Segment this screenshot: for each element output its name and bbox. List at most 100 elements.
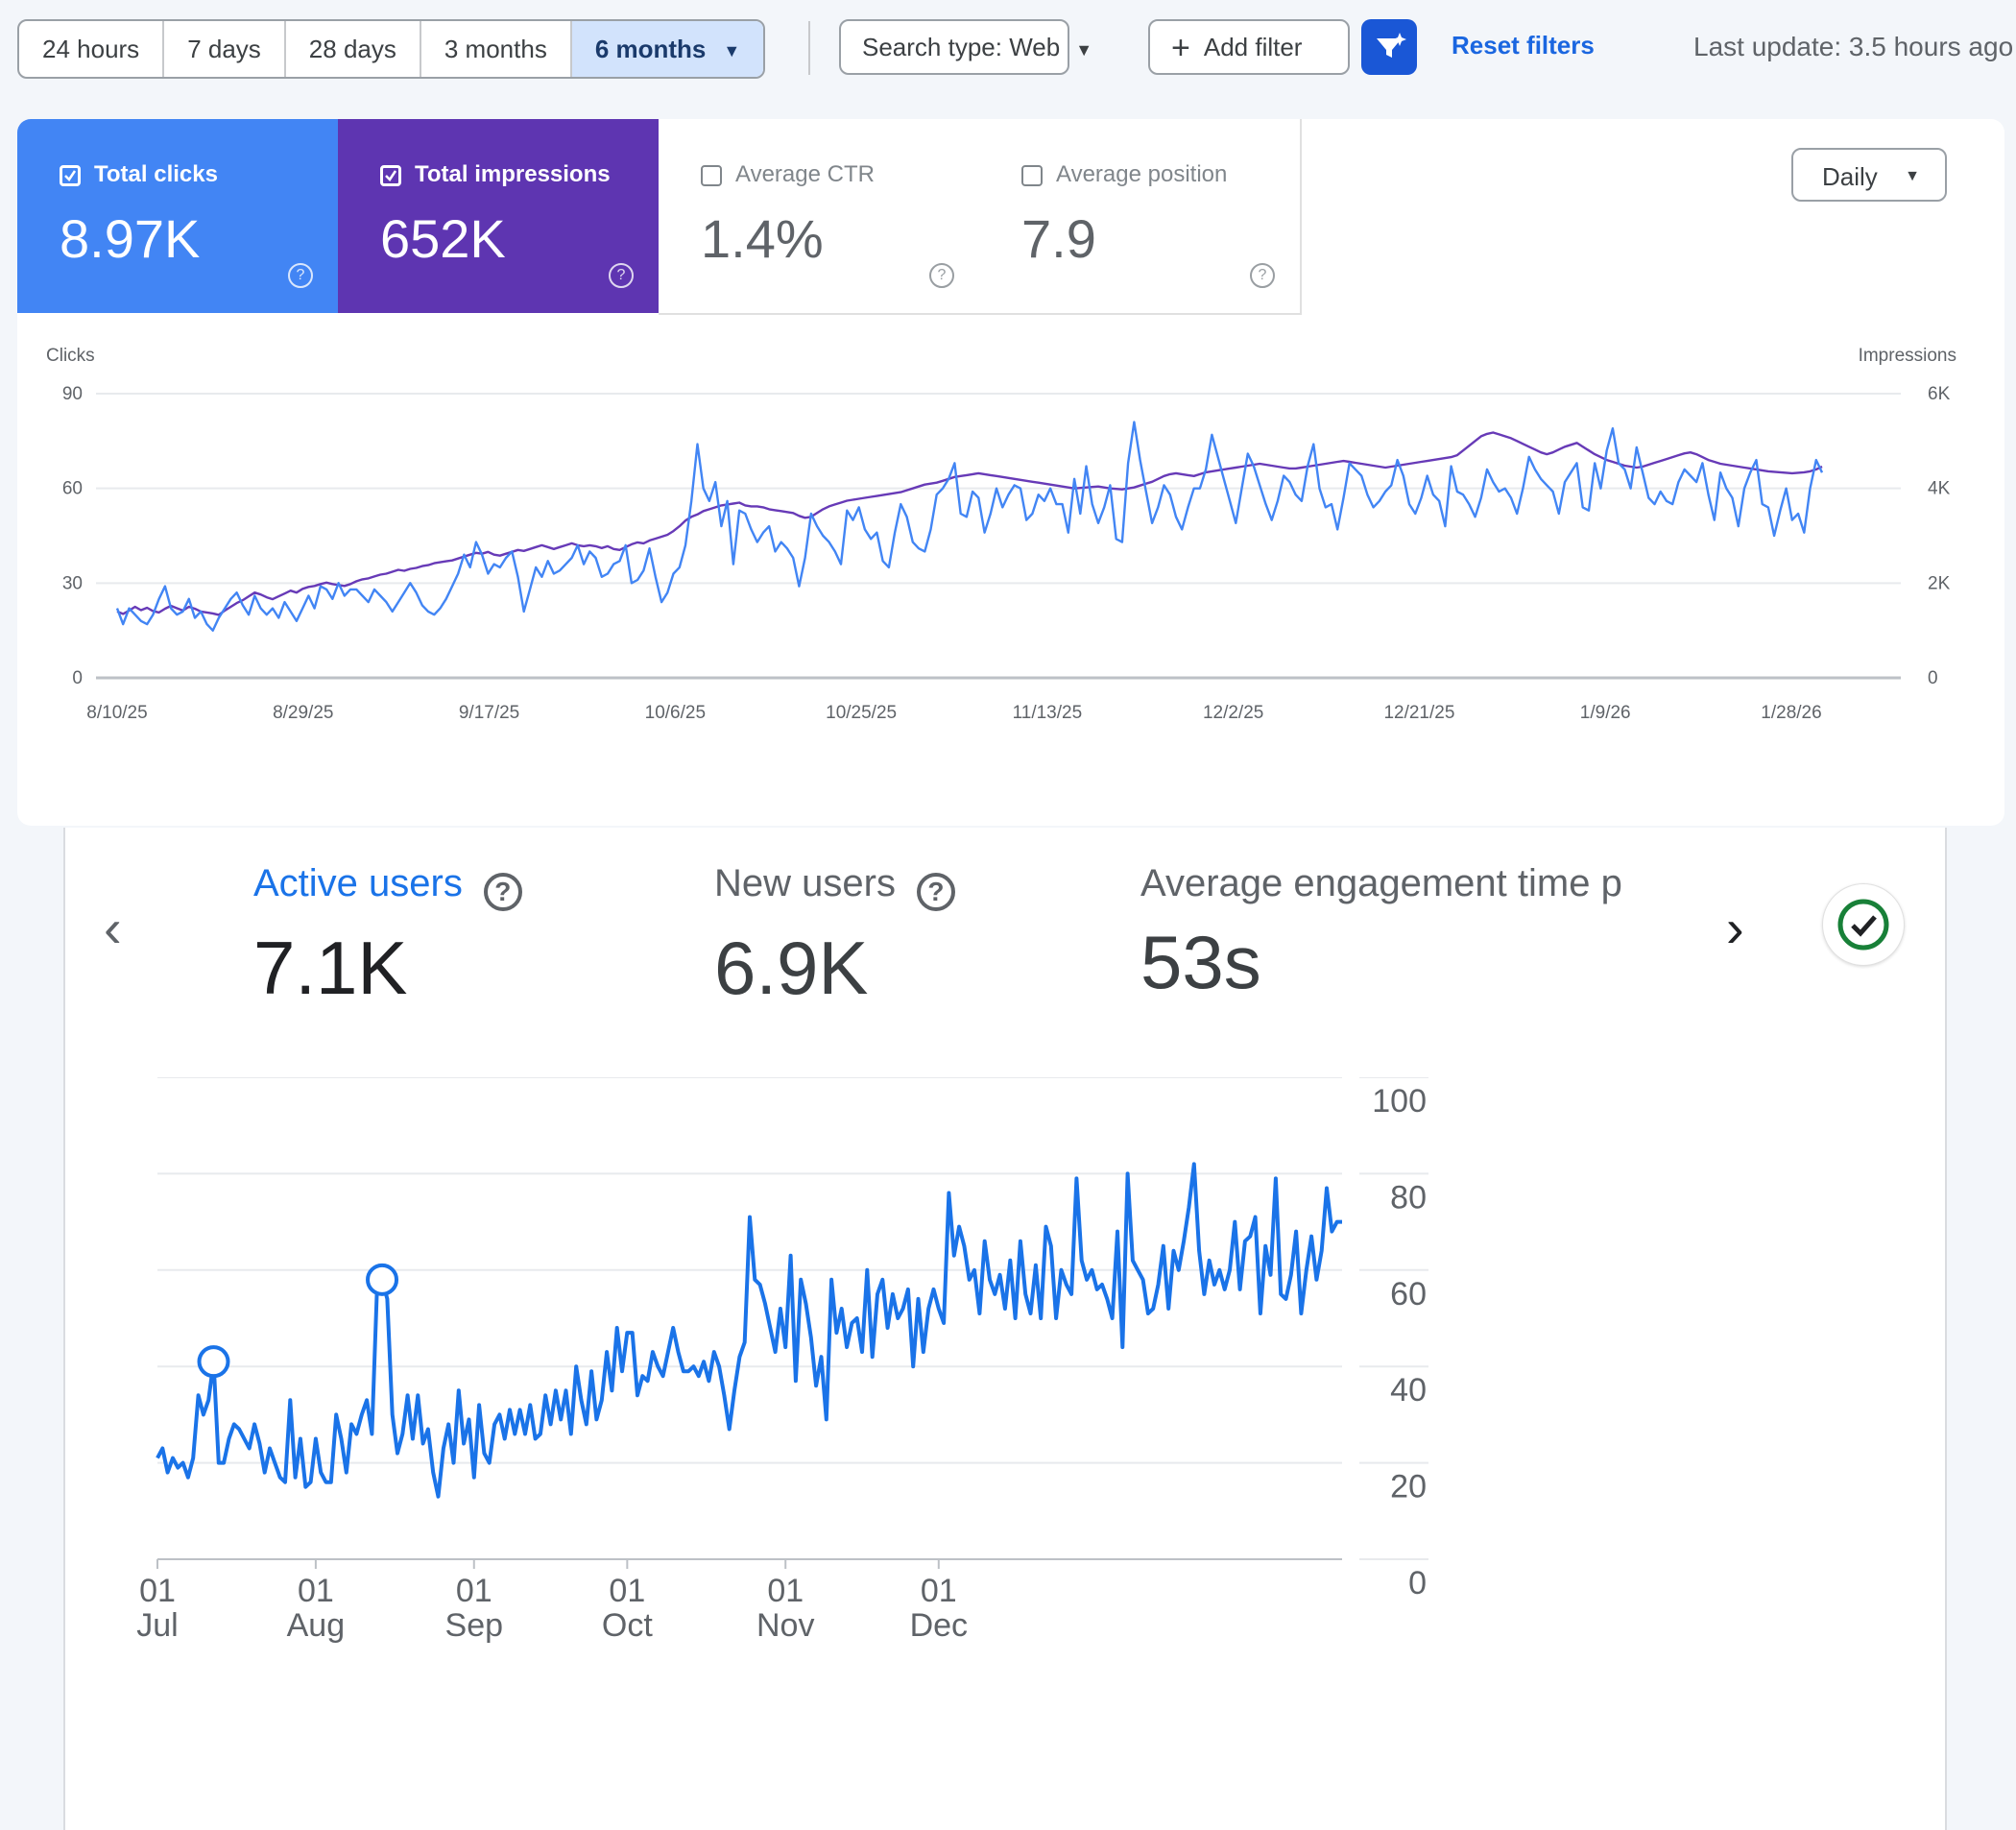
metric-label: Average engagement time p <box>1140 862 1622 904</box>
x-tick-label: 1/9/26 <box>1580 703 1631 723</box>
x-tick-label-day: 01 <box>609 1573 645 1609</box>
metric-label: New users <box>714 862 896 904</box>
metric-label: Total impressions <box>415 161 611 187</box>
x-tick-label-month: Jul <box>136 1607 178 1644</box>
metric-label: Average CTR <box>735 161 875 187</box>
y-tick-label: 0 <box>1408 1565 1427 1601</box>
metric-label: Active users <box>253 862 463 904</box>
search-type-dropdown[interactable]: Search type: Web ▼ <box>839 19 1092 75</box>
range-7-days[interactable]: 7 days <box>164 21 286 77</box>
metric-label: Average position <box>1056 161 1228 187</box>
series-line-clicks <box>115 421 1824 632</box>
metric-value: 6.9K <box>714 925 869 1010</box>
y-tick-label: 60 <box>62 479 83 499</box>
annotation-marker <box>366 1263 399 1296</box>
x-tick-label: 8/29/25 <box>273 703 333 723</box>
metric-card-average-position[interactable]: Average position 7.9 ? <box>979 119 1302 315</box>
y-tick-label: 0 <box>72 668 83 688</box>
metric-active-users[interactable]: Active users? 7.1K <box>253 862 522 1012</box>
range-28-days[interactable]: 28 days <box>286 21 421 77</box>
x-tick-label: 12/2/25 <box>1203 703 1263 723</box>
annotation-marker <box>197 1345 230 1379</box>
y-tick-label: 100 <box>1372 1083 1427 1120</box>
range-3-months[interactable]: 3 months <box>421 21 572 77</box>
metric-label: Total clicks <box>94 161 218 187</box>
metric-value: 1.4% <box>701 208 824 269</box>
filter-sparkle-icon <box>1377 33 1406 58</box>
chevron-left-icon[interactable]: ‹ <box>104 898 122 958</box>
checkbox-unchecked-icon <box>701 165 722 186</box>
x-tick-label: 9/17/25 <box>459 703 519 723</box>
metric-card-average-ctr[interactable]: Average CTR 1.4% ? <box>659 119 981 315</box>
checkbox-checked-icon <box>60 165 81 186</box>
x-tick-label-month: Aug <box>287 1607 346 1644</box>
checkbox-checked-icon <box>380 165 401 186</box>
help-icon[interactable]: ? <box>1250 263 1275 288</box>
date-range-selector: 24 hours 7 days 28 days 3 months 6 month… <box>17 19 766 79</box>
x-tick-label-day: 01 <box>456 1573 492 1609</box>
active-users-chart: 02040608010001Jul01Aug01Sep01Oct01Nov01D… <box>136 1077 1428 1644</box>
x-tick-label-day: 01 <box>139 1573 176 1609</box>
chevron-right-icon[interactable]: › <box>1726 898 1744 958</box>
metric-value: 7.9 <box>1021 208 1096 269</box>
metric-card-total-impressions[interactable]: Total impressions 652K ? <box>338 119 659 313</box>
checkbox-unchecked-icon <box>1021 165 1043 186</box>
metric-value: 53s <box>1140 920 1261 1004</box>
filter-toolbar: 24 hours 7 days 28 days 3 months 6 month… <box>0 0 2016 101</box>
granularity-dropdown[interactable]: Daily ▼ <box>1791 148 1947 202</box>
metric-value: 652K <box>380 208 506 269</box>
metric-new-users[interactable]: New users? 6.9K <box>714 862 955 1012</box>
help-icon[interactable]: ? <box>609 263 634 288</box>
check-circle-icon[interactable] <box>1822 883 1905 966</box>
x-tick-label-month: Dec <box>910 1607 968 1644</box>
x-tick-label: 10/6/25 <box>645 703 706 723</box>
y2-tick-label: 2K <box>1928 573 1951 593</box>
help-icon[interactable]: ? <box>916 872 955 911</box>
range-6-months[interactable]: 6 months ▼ <box>571 21 764 77</box>
y2-tick-label: 0 <box>1928 668 1938 688</box>
range-6-months-label: 6 months <box>594 35 707 63</box>
y-tick-label: 80 <box>1390 1179 1427 1216</box>
x-tick-label-day: 01 <box>767 1573 804 1609</box>
y2-tick-label: 4K <box>1928 479 1951 499</box>
add-filter-label: Add filter <box>1203 33 1303 61</box>
y-tick-label: 60 <box>1390 1276 1427 1312</box>
divider <box>808 21 810 75</box>
caret-down-icon: ▼ <box>723 41 741 61</box>
reset-filters-link[interactable]: Reset filters <box>1452 31 1595 60</box>
series-line-impressions <box>116 431 1823 616</box>
compare-filter-button[interactable] <box>1361 19 1417 75</box>
help-icon[interactable]: ? <box>288 263 313 288</box>
check-icon <box>1837 899 1889 951</box>
metric-value: 8.97K <box>60 208 201 269</box>
search-type-label: Search type: Web <box>862 33 1061 61</box>
help-icon[interactable]: ? <box>929 263 954 288</box>
y-tick-label: 40 <box>1390 1372 1427 1409</box>
add-filter-button[interactable]: + Add filter <box>1148 19 1350 75</box>
caret-down-icon: ▼ <box>1075 40 1093 60</box>
range-24-hours[interactable]: 24 hours <box>19 21 165 77</box>
x-tick-label: 10/25/25 <box>826 703 897 723</box>
last-update-text: Last update: 3.5 hours ago <box>1693 32 2014 61</box>
y-tick-label: 30 <box>62 573 83 593</box>
x-tick-label: 1/28/26 <box>1761 703 1821 723</box>
series-line-active-users <box>156 1162 1342 1499</box>
y2-axis-label: Impressions <box>1859 346 1956 366</box>
x-tick-label: 11/13/25 <box>1013 703 1083 723</box>
performance-panel: Total clicks 8.97K ? Total impressions 6… <box>17 119 2004 826</box>
y-tick-label: 90 <box>62 384 83 404</box>
x-tick-label-month: Oct <box>602 1607 653 1644</box>
help-icon[interactable]: ? <box>483 872 522 911</box>
metric-average-engagement-time[interactable]: Average engagement time p 53s <box>1140 862 1688 1006</box>
x-tick-label-month: Nov <box>756 1607 814 1644</box>
plus-icon: + <box>1171 30 1190 66</box>
x-tick-label-month: Sep <box>445 1607 504 1644</box>
metric-value: 7.1K <box>253 925 408 1010</box>
y2-tick-label: 6K <box>1928 384 1951 404</box>
caret-down-icon: ▼ <box>1905 168 1920 184</box>
metric-card-total-clicks[interactable]: Total clicks 8.97K ? <box>17 119 338 313</box>
y-tick-label: 20 <box>1390 1469 1427 1505</box>
granularity-label: Daily <box>1822 162 1878 191</box>
x-tick-label-day: 01 <box>298 1573 334 1609</box>
x-tick-label-day: 01 <box>921 1573 957 1609</box>
